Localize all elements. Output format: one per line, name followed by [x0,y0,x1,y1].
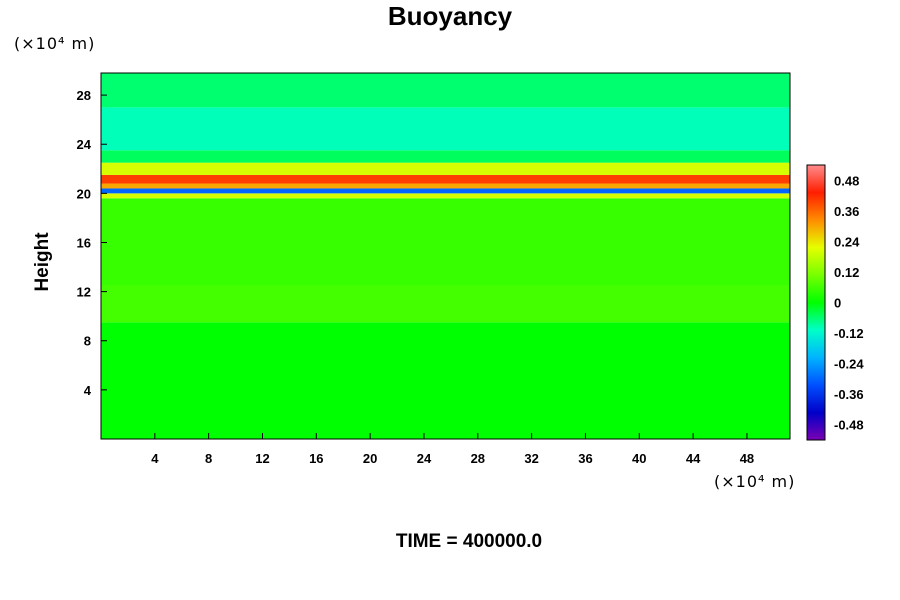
y-tick-label: 20 [77,186,91,201]
y-unit-label: (×10⁴ m) [14,34,96,53]
field-band-6 [101,174,790,184]
x-tick-label: 8 [205,451,212,466]
x-tick-label: 28 [471,451,485,466]
y-tick-label: 28 [77,88,91,103]
x-tick-label: 12 [255,451,269,466]
field-band-3 [101,193,790,199]
y-tick-label: 8 [84,334,91,349]
colorbar-label: 0.12 [834,265,859,280]
field-band-5 [101,183,790,189]
plot-frame [100,72,791,440]
x-tick-label: 32 [524,451,538,466]
field-band-4 [101,188,790,194]
time-annotation: TIME = 400000.0 [395,531,543,552]
field-band-0 [101,322,790,439]
x-tick-label: 16 [309,451,323,466]
field-band-10 [101,73,790,108]
x-tick-label: 20 [363,451,377,466]
field-band-1 [101,285,790,323]
x-tick-label: 24 [417,451,432,466]
y-tick-label: 12 [77,285,91,300]
colorbar-label: -0.36 [834,387,864,402]
x-tick-label: 48 [740,451,754,466]
chart-title: Buoyancy [387,1,513,31]
field-band-8 [101,150,790,163]
colorbar-label: 0.24 [834,234,860,249]
colorbar-label: -0.12 [834,326,864,341]
field-band-7 [101,162,790,175]
y-tick-label: 4 [84,383,92,398]
y-tick-label: 24 [77,137,92,152]
colorbar [806,164,826,441]
colorbar-label: -0.24 [834,357,864,372]
x-tick-label: 4 [151,451,159,466]
x-tick-label: 40 [632,451,646,466]
field-band-9 [101,107,790,151]
y-tick-label: 16 [77,235,91,250]
colorbar-label: 0.48 [834,173,859,188]
x-tick-label: 36 [578,451,592,466]
colorbar-label: 0.36 [834,204,859,219]
colorbar-label: 0 [834,296,841,311]
field-band-2 [101,198,790,286]
x-unit-label: (×10⁴ m) [714,472,796,491]
colorbar-label: -0.48 [834,418,864,433]
x-tick-label: 44 [686,451,701,466]
